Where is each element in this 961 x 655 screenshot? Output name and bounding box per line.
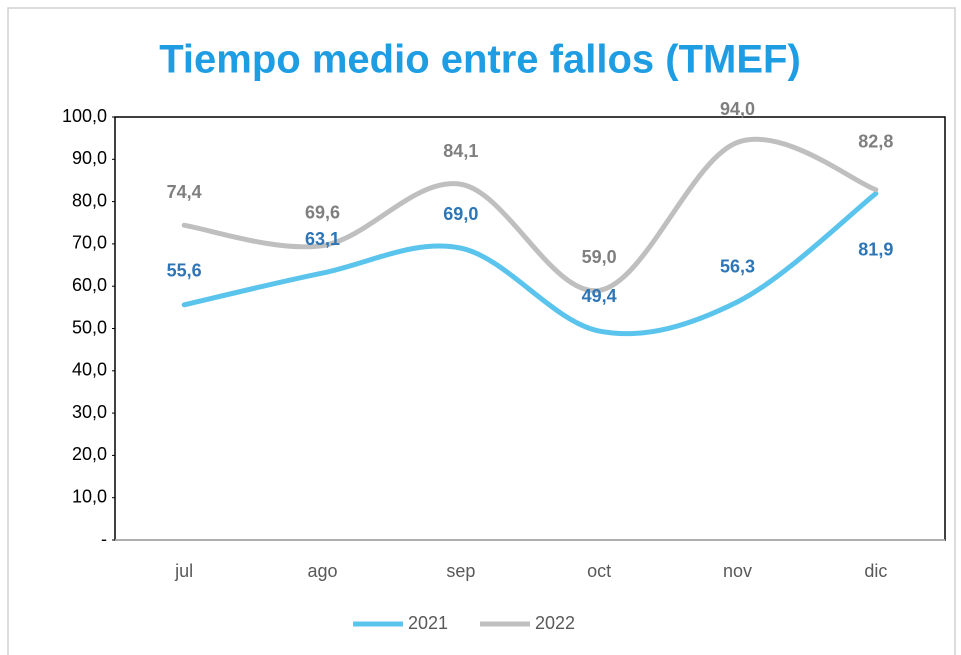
y-tick-label: 100,0 — [62, 106, 107, 126]
series-line — [181, 136, 879, 293]
x-tick-label: dic — [864, 561, 887, 581]
data-label: 69,0 — [443, 204, 478, 224]
y-tick-label: 90,0 — [72, 148, 107, 168]
x-tick-label: jul — [174, 561, 193, 581]
data-label: 55,6 — [167, 261, 202, 281]
data-label: 69,6 — [305, 202, 340, 222]
data-label: 49,4 — [582, 286, 617, 306]
series-line — [181, 191, 879, 337]
legend-label: 2021 — [408, 613, 448, 633]
x-tick-label: nov — [723, 561, 752, 581]
data-label: 94,0 — [720, 99, 755, 119]
y-tick-label: - — [101, 529, 107, 549]
data-label: 84,1 — [443, 141, 478, 161]
legend-label: 2022 — [535, 613, 575, 633]
y-tick-label: 80,0 — [72, 190, 107, 210]
data-label: 74,4 — [167, 182, 202, 202]
chart-title: Tiempo medio entre fallos (TMEF) — [159, 38, 801, 82]
data-label: 81,9 — [858, 239, 893, 259]
y-tick-label: 50,0 — [72, 317, 107, 337]
data-label: 63,1 — [305, 229, 340, 249]
y-tick-label: 20,0 — [72, 444, 107, 464]
x-tick-label: ago — [307, 561, 337, 581]
data-label: 59,0 — [582, 247, 617, 267]
y-tick-label: 30,0 — [72, 402, 107, 422]
x-tick-label: sep — [446, 561, 475, 581]
data-label: 56,3 — [720, 257, 755, 277]
data-label: 82,8 — [858, 132, 893, 152]
chart-border — [7, 7, 956, 655]
plot-area — [114, 116, 946, 541]
y-tick-label: 70,0 — [72, 233, 107, 253]
x-tick-label: oct — [587, 561, 611, 581]
y-tick-label: 60,0 — [72, 275, 107, 295]
y-tick-label: 40,0 — [72, 360, 107, 380]
y-tick-label: 10,0 — [72, 486, 107, 506]
